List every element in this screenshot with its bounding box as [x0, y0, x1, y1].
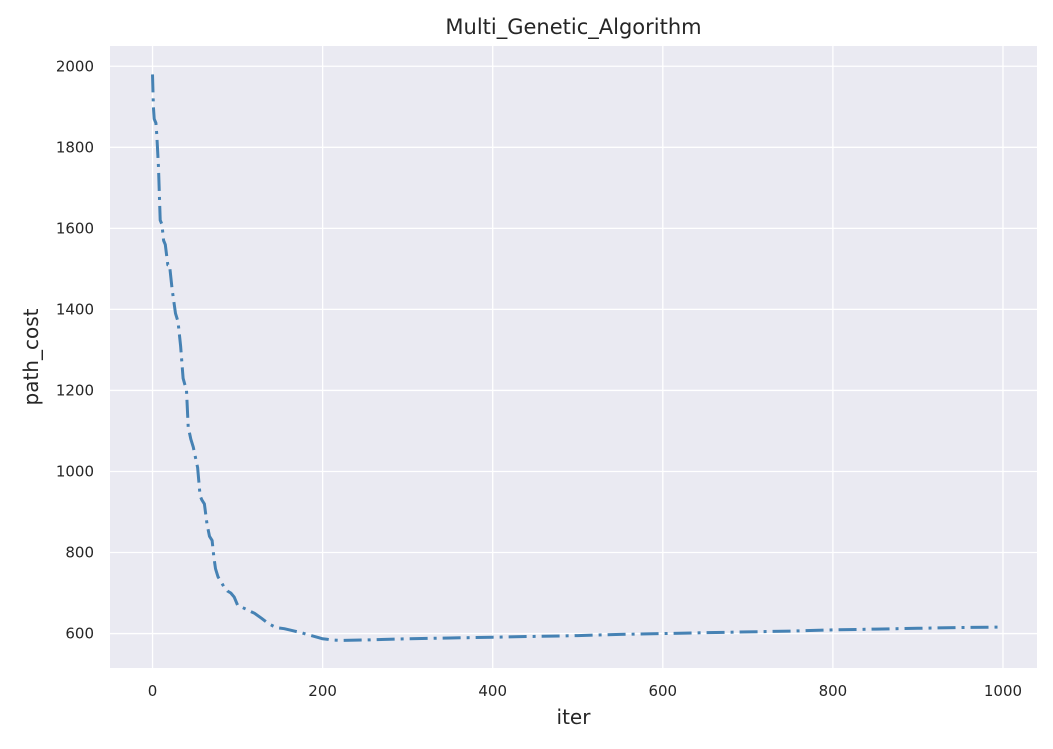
x-tick-label: 0: [148, 682, 158, 700]
x-tick-label: 600: [648, 682, 677, 700]
x-tick-label: 800: [819, 682, 848, 700]
y-tick-label: 2000: [56, 57, 94, 75]
plot-background: [110, 46, 1037, 668]
y-tick-label: 1000: [56, 462, 94, 480]
y-tick-label: 1200: [56, 381, 94, 399]
y-tick-label: 800: [65, 544, 94, 562]
x-axis-label: iter: [557, 705, 592, 729]
y-tick-label: 1400: [56, 300, 94, 318]
y-axis-label: path_cost: [19, 308, 43, 405]
x-tick-label: 400: [478, 682, 507, 700]
x-tick-label: 1000: [984, 682, 1022, 700]
chart-title: Multi_Genetic_Algorithm: [445, 15, 701, 40]
x-tick-label: 200: [308, 682, 337, 700]
y-tick-label: 600: [65, 625, 94, 643]
y-tick-label: 1800: [56, 138, 94, 156]
y-tick-label: 1600: [56, 219, 94, 237]
